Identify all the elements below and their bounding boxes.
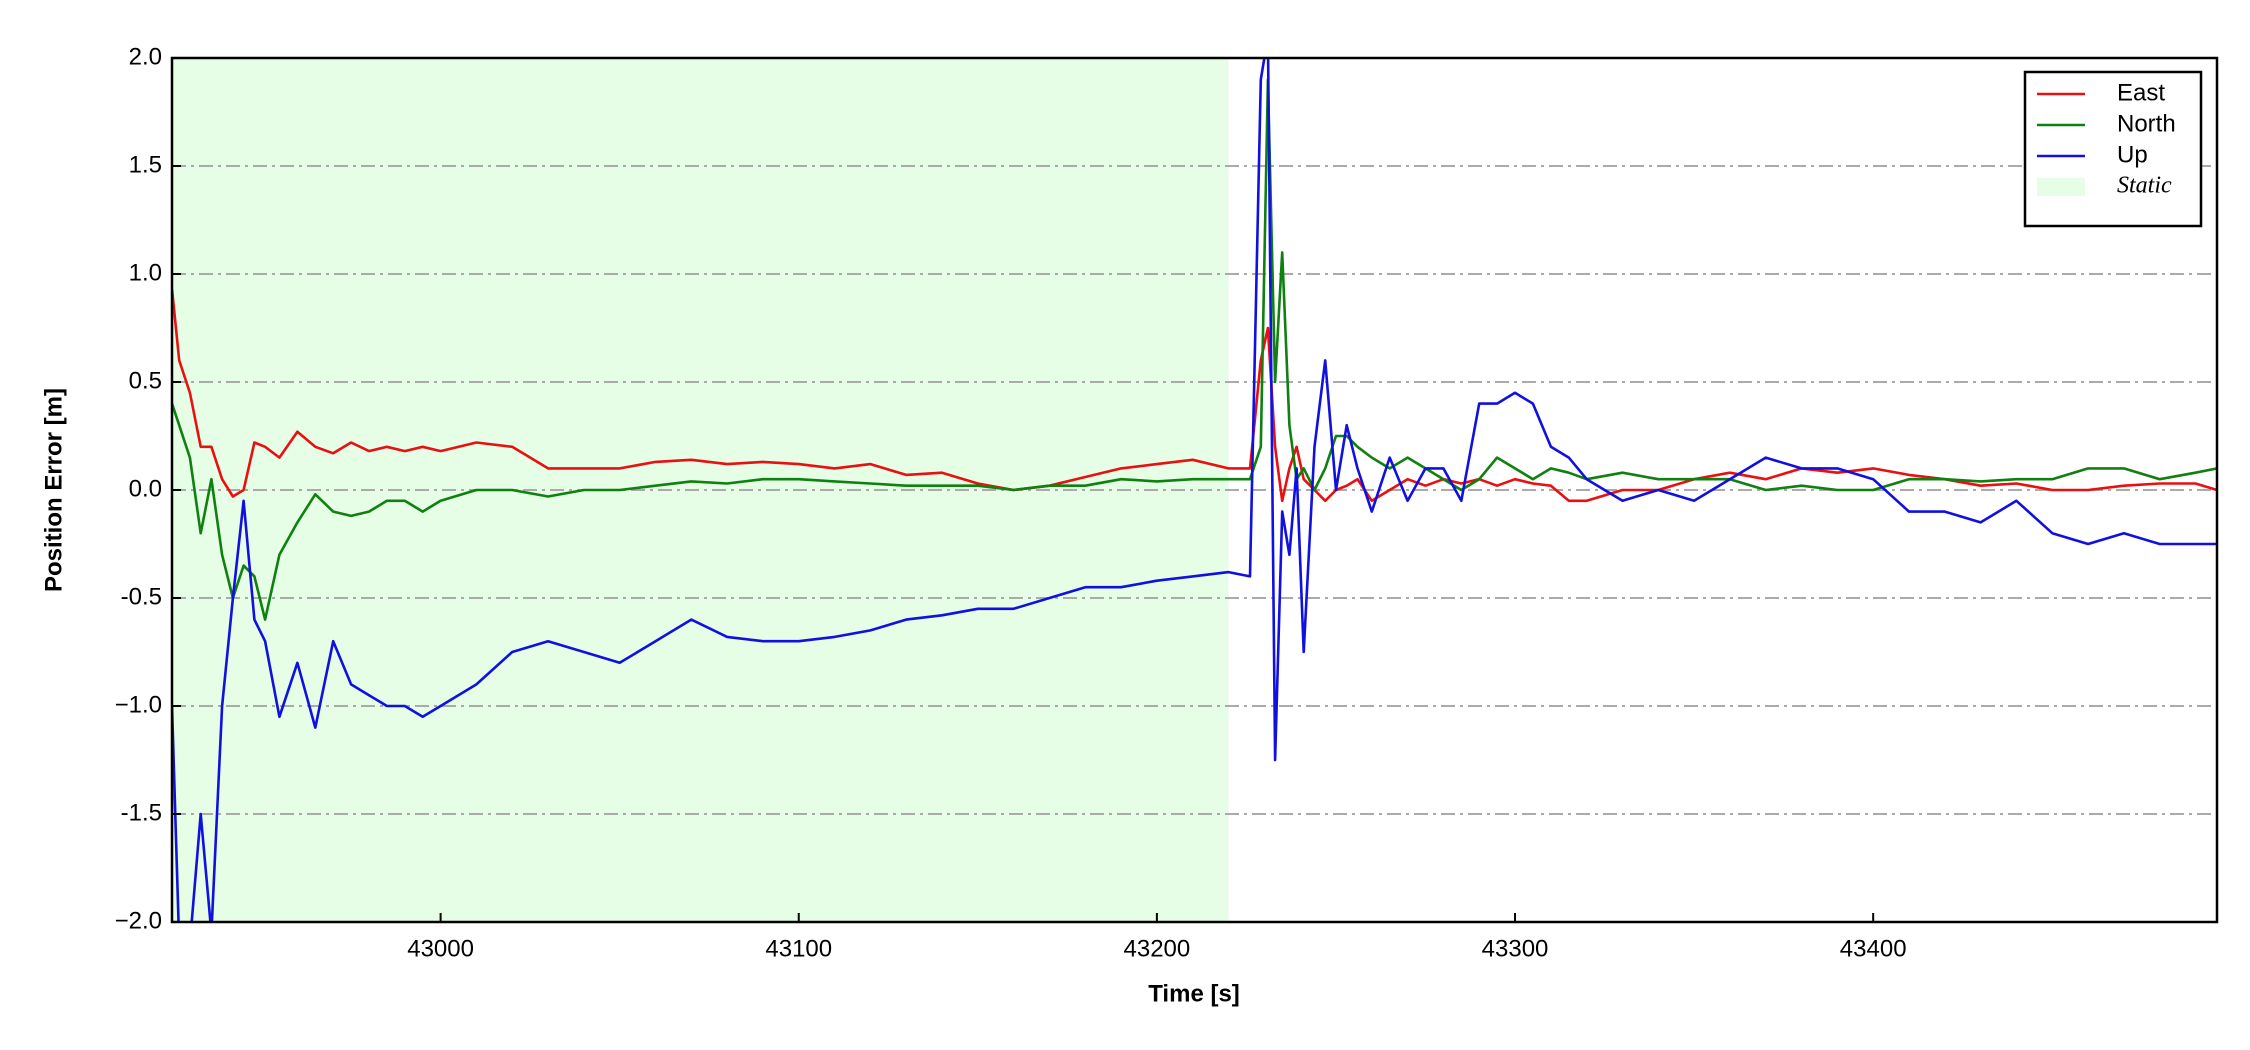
y-tick-label: 0.0 — [129, 475, 162, 502]
x-tick-label: 43200 — [1124, 935, 1191, 962]
y-tick-label: 1.5 — [129, 151, 162, 178]
x-axis-title: Time [s] — [1148, 980, 1240, 1007]
y-tick-label: -1.5 — [121, 799, 162, 826]
series-line — [172, 58, 2217, 922]
legend-box — [2023, 70, 2203, 228]
legend-swatch — [2037, 178, 2085, 196]
shaded-region — [172, 58, 1229, 922]
legend-label: Static — [2117, 173, 2172, 199]
y-tick-label: 0.5 — [129, 367, 162, 394]
y-tick-label: 1.0 — [129, 259, 162, 286]
x-tick-label: 43300 — [1482, 935, 1549, 962]
legend-label: Up — [2117, 141, 2148, 168]
series-line — [172, 78, 2217, 621]
x-tick-label: 43000 — [407, 935, 474, 962]
y-tick-label: -0.5 — [121, 583, 162, 610]
y-tick-label: −2.0 — [115, 907, 162, 934]
y-tick-label: −1.0 — [115, 691, 162, 718]
legend-label: East — [2117, 79, 2165, 106]
x-tick-label: 43100 — [765, 935, 832, 962]
y-tick-label: 2.0 — [129, 43, 162, 70]
series-line — [172, 288, 2217, 503]
legend-label: North — [2117, 110, 2176, 137]
x-tick-label: 43400 — [1840, 935, 1907, 962]
y-axis-title: Position Error [m] — [40, 388, 67, 592]
